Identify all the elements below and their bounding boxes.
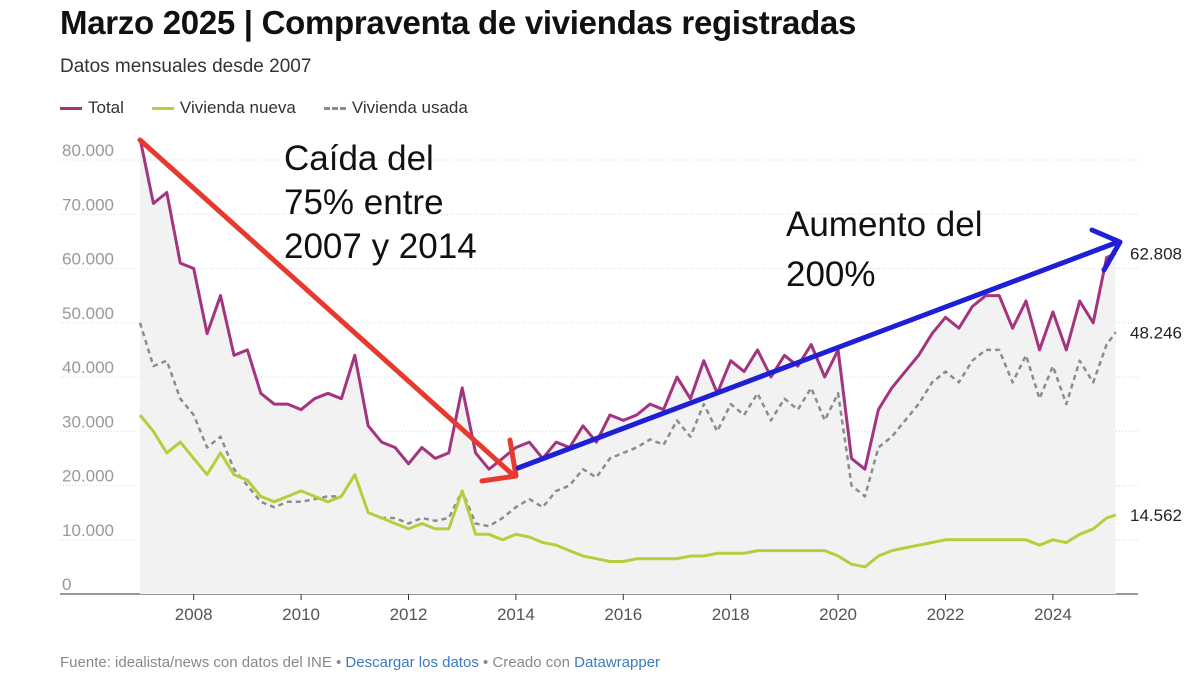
y-tick-label: 40.000 — [62, 358, 114, 377]
x-tick-label: 2018 — [712, 605, 750, 624]
y-tick-label: 20.000 — [62, 467, 114, 486]
end-value-label: 48.246 — [1130, 323, 1182, 342]
y-tick-label: 60.000 — [62, 250, 114, 269]
y-tick-label: 10.000 — [62, 521, 114, 540]
series-line-total — [138, 137, 1117, 471]
legend-item-vivienda-usada: Vivienda usada — [323, 98, 468, 118]
legend-item-vivienda-nueva: Vivienda nueva — [151, 98, 296, 118]
legend-swatch-vivienda-nueva — [151, 106, 174, 110]
chart-subtitle: Datos mensuales desde 2007 — [60, 56, 312, 77]
decline-annotation-text: Caída del — [284, 139, 434, 178]
increase-arrow-line — [515, 239, 1121, 471]
chart-plot: 0 10.000 20.000 30.000 40.000 50.000 60.000 70.… — [60, 137, 1182, 624]
decline-arrow-head — [479, 437, 519, 484]
series-line-vivienda-nueva — [138, 414, 1117, 569]
chart-title: Marzo 2025 | Compraventa de viviendas re… — [60, 4, 857, 41]
legend-label-vivienda-nueva: Vivienda nueva — [179, 98, 296, 117]
datawrapper-link[interactable]: Datawrapper — [574, 654, 661, 671]
footer-source: Fuente: idealista/news con datos del INE — [60, 654, 332, 671]
decline-annotation-text: 2007 y 2014 — [284, 227, 477, 266]
increase-annotation-text: Aumento del — [786, 205, 983, 244]
footer-separator-1: • — [331, 654, 346, 671]
increase-annotation-text: 200% — [786, 255, 876, 294]
download-data-link[interactable]: Descargar los datos — [345, 654, 479, 671]
x-tick-label: 2008 — [175, 605, 213, 624]
legend-item-total: Total — [60, 98, 124, 118]
x-tick-label: 2012 — [390, 605, 428, 624]
x-tick-label: 2016 — [604, 605, 642, 624]
x-tick-label: 2020 — [819, 605, 857, 624]
footer-separator-2: • — [478, 654, 493, 671]
decline-annotation-text: 75% entre — [284, 183, 444, 222]
y-tick-label: 30.000 — [62, 412, 114, 431]
y-tick-label: 70.000 — [62, 195, 114, 214]
end-value-label: 14.562 — [1130, 506, 1182, 525]
legend-label-total: Total — [88, 98, 124, 117]
x-tick-label: 2022 — [927, 605, 965, 624]
x-tick-label: 2010 — [282, 605, 320, 624]
y-tick-label: 50.000 — [62, 304, 114, 323]
increase-arrow-head — [1089, 227, 1123, 273]
legend: Total Vivienda nueva Vivienda usada — [60, 98, 496, 118]
end-value-label: 62.808 — [1130, 244, 1182, 263]
y-tick-label: 80.000 — [62, 141, 114, 160]
legend-swatch-total — [60, 106, 82, 110]
footer-created-with: Creado con — [492, 654, 570, 671]
footer: Fuente: idealista/news con datos del INE… — [60, 654, 660, 671]
decline-arrow-line — [137, 137, 515, 477]
legend-swatch-vivienda-usada — [323, 106, 346, 110]
y-tick-label: 0 — [62, 575, 71, 594]
x-tick-label: 2014 — [497, 605, 535, 624]
legend-label-vivienda-usada: Vivienda usada — [351, 98, 468, 117]
total-area-fill — [140, 138, 1116, 595]
x-tick-label: 2024 — [1034, 605, 1072, 624]
